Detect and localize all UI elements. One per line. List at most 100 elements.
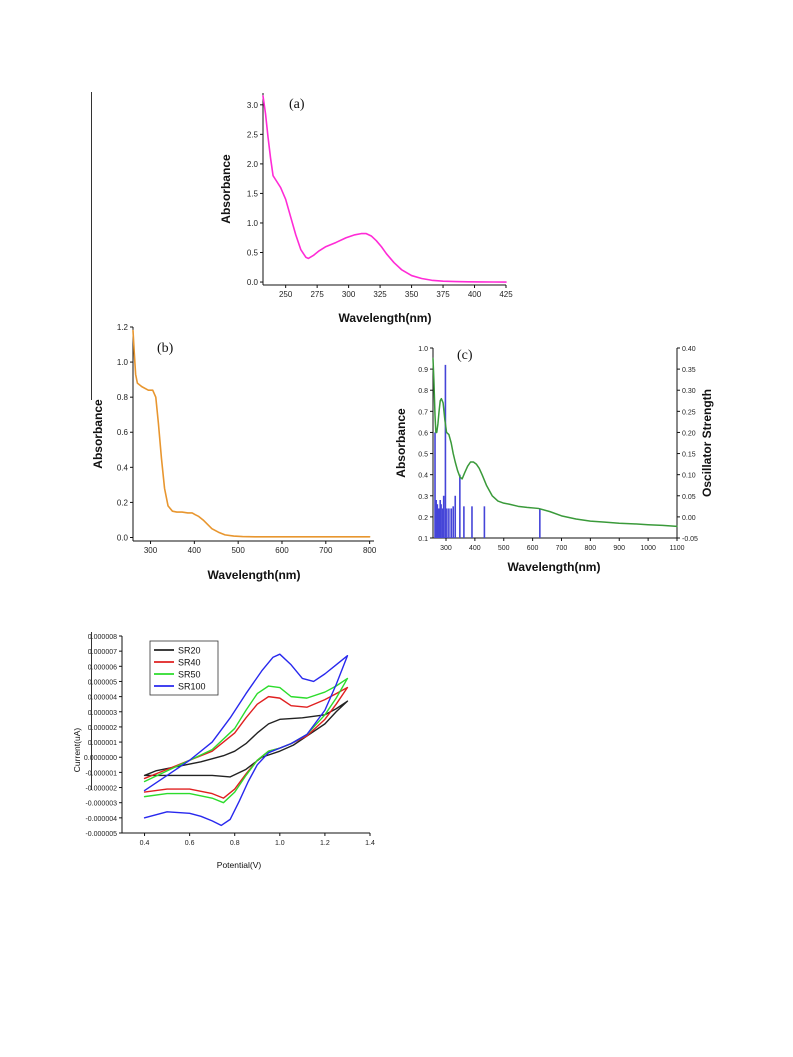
x-tick-label: 300 — [342, 290, 356, 299]
y-tick-label: 1.0 — [117, 358, 129, 367]
y-tick-label: 0.4 — [418, 473, 428, 480]
y-tick-label: 0.000002 — [88, 725, 117, 732]
y-axis-title: Absorbance — [91, 399, 105, 469]
y-tick-label: 0.000005 — [88, 679, 117, 686]
y2-tick-label: 0.05 — [682, 494, 696, 501]
x-tick-label: 900 — [613, 545, 625, 552]
y-axis-title: Current(uA) — [72, 728, 82, 773]
x-tick-label: 1.2 — [320, 840, 330, 847]
x-tick-label: 300 — [440, 545, 452, 552]
y-tick-label: 3.0 — [247, 101, 259, 110]
x-tick-label: 1000 — [640, 545, 656, 552]
series-line — [132, 329, 371, 538]
y-tick-label: 0.2 — [117, 498, 129, 507]
x-tick-label: 1.0 — [275, 840, 285, 847]
x-tick-label: 425 — [499, 290, 513, 299]
panel-label: (b) — [157, 341, 174, 356]
series-line-absorbance — [432, 357, 678, 528]
y-tick-label: -0.000004 — [85, 816, 117, 823]
x-tick-label: 800 — [585, 545, 597, 552]
chart-c-uv-vis-oscillator: 300 400 500 600 700 800 900 1000 1100 0.1 0.2 0.3 0.… — [394, 346, 714, 574]
y-tick-label: 1.5 — [247, 189, 259, 198]
x-tick-label: 1100 — [669, 545, 684, 552]
x-tick-label: 600 — [527, 545, 539, 552]
y-tick-label: 0.1 — [418, 536, 428, 543]
legend: SR20 SR40 SR50 SR100 — [149, 640, 219, 696]
chart-a-uv-vis: 250 275 300 325 350 375 400 425 0.0 0.5 1.0 1.5 2.0 2… — [219, 93, 513, 325]
legend-label: SR50 — [178, 670, 201, 680]
y-tick-label: 2.5 — [247, 130, 259, 139]
y2-axis-title: Oscillator Strength — [700, 389, 714, 497]
series-line-sr100 — [143, 653, 349, 827]
y2-tick-label: 0.10 — [682, 473, 696, 480]
x-tick-label: 375 — [436, 290, 450, 299]
y-tick-label: 0.7 — [418, 409, 428, 416]
y-tick-label: 0.8 — [418, 388, 428, 395]
series-line — [262, 95, 507, 283]
y-tick-label: 0.8 — [117, 393, 129, 402]
y2-tick-label: 0.15 — [682, 452, 696, 459]
panel-label: (c) — [457, 348, 473, 363]
y-tick-label: 0.2 — [418, 515, 428, 522]
y-tick-label: -0.000005 — [85, 831, 117, 838]
x-axis-title: Wavelength(nm) — [508, 560, 601, 574]
y-tick-label: 0.000008 — [88, 634, 117, 641]
y2-tick-label: 0.25 — [682, 409, 696, 416]
x-axis-title: Potential(V) — [217, 860, 262, 870]
panel-label: (a) — [289, 97, 305, 112]
x-tick-label: 1.4 — [365, 840, 375, 847]
y-tick-label: 0.000007 — [88, 649, 117, 656]
series-line-sr40 — [143, 686, 349, 799]
y-tick-label: 0.000004 — [88, 695, 117, 702]
y-tick-label: 0.9 — [418, 367, 428, 374]
x-tick-label: 500 — [498, 545, 510, 552]
x-tick-label: 700 — [556, 545, 568, 552]
x-tick-label: 0.4 — [140, 840, 150, 847]
x-tick-label: 400 — [188, 546, 202, 555]
y-tick-label: -0.000002 — [85, 786, 117, 793]
chart-d-cyclic-voltammogram: 0.4 0.6 0.8 1.0 1.2 1.4 -0.000005 -0.000004 -0.0… — [72, 634, 375, 870]
x-tick-label: 0.8 — [230, 840, 240, 847]
y-tick-label: 0.000001 — [88, 740, 117, 747]
x-tick-label: 350 — [405, 290, 419, 299]
y-axis-title: Absorbance — [394, 408, 408, 478]
x-tick-label: 275 — [310, 290, 324, 299]
y-tick-label: 0.000003 — [88, 710, 117, 717]
x-tick-label: 250 — [279, 290, 293, 299]
legend-label: SR20 — [178, 646, 201, 656]
x-tick-label: 500 — [231, 546, 245, 555]
x-tick-label: 400 — [469, 545, 481, 552]
y-tick-label: 1.0 — [247, 219, 259, 228]
y-tick-label: 0.6 — [117, 428, 129, 437]
y-tick-label: 0.4 — [117, 463, 129, 472]
x-tick-label: 0.6 — [185, 840, 195, 847]
y-axis-title: Absorbance — [219, 154, 233, 224]
y-tick-label: -0.000003 — [85, 801, 117, 808]
y-tick-label: -0.000001 — [85, 770, 117, 777]
y2-tick-label: 0.20 — [682, 430, 696, 437]
y-tick-label: 0.5 — [418, 452, 428, 459]
y-tick-label: 0.3 — [418, 494, 428, 501]
x-tick-label: 800 — [363, 546, 377, 555]
x-tick-label: 325 — [373, 290, 387, 299]
x-tick-label: 700 — [319, 546, 333, 555]
legend-label: SR40 — [178, 658, 201, 668]
series-line-sr50 — [143, 677, 349, 804]
x-axis-title: Wavelength(nm) — [208, 568, 301, 582]
y-tick-label: 0.0 — [117, 533, 129, 542]
y2-tick-label: 0.40 — [682, 346, 696, 353]
chart-b-uv-vis: 300 400 500 600 700 800 0.0 0.2 0.4 0.6 0.8 1.0 1.2 (… — [91, 323, 377, 582]
x-tick-label: 600 — [275, 546, 289, 555]
y-tick-label: 1.2 — [117, 323, 129, 332]
y2-tick-label: 0.35 — [682, 367, 696, 374]
y-tick-label: 1.0 — [418, 346, 428, 353]
y-tick-label: 0.5 — [247, 249, 259, 258]
y-tick-label: 0.000006 — [88, 664, 117, 671]
series-line-sr20 — [143, 700, 349, 778]
y-tick-label: 0.0 — [247, 278, 259, 287]
x-tick-label: 400 — [468, 290, 482, 299]
y2-tick-label: -0.05 — [682, 536, 698, 543]
x-tick-label: 300 — [144, 546, 158, 555]
y-tick-label: 0.0000000 — [84, 755, 117, 762]
